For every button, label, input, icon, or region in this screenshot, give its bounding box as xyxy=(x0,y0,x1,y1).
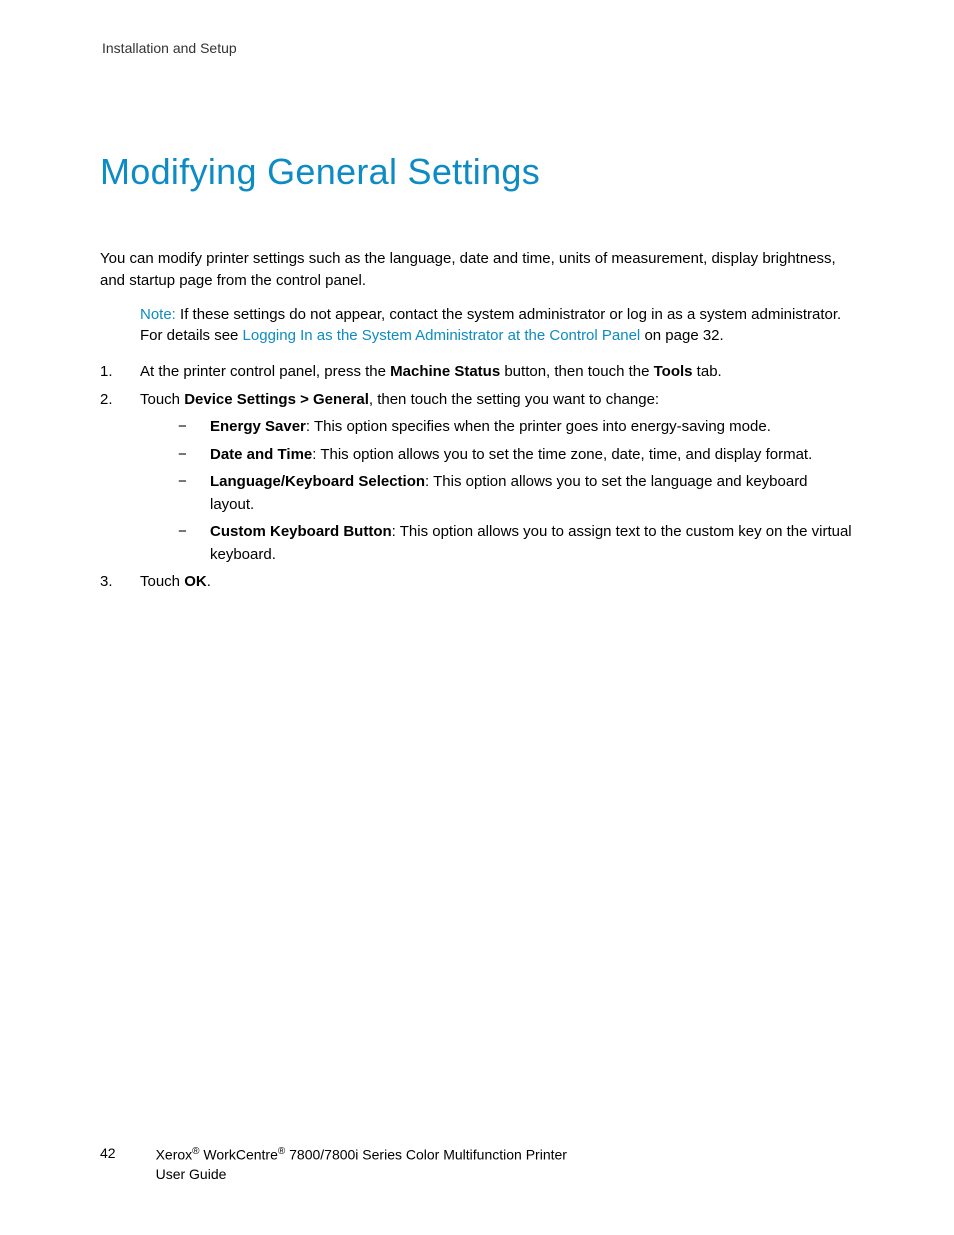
sub-marker: − xyxy=(178,444,187,467)
step-1-text-after: tab. xyxy=(693,363,722,380)
note-label: Note: xyxy=(140,306,176,323)
sub-a-bold: Energy Saver xyxy=(210,418,306,435)
sub-a-text: : This option specifies when the printer… xyxy=(306,418,771,435)
sub-b-bold: Date and Time xyxy=(210,446,312,463)
header-section-title: Installation and Setup xyxy=(102,40,854,56)
step-1-marker: 1. xyxy=(100,361,113,384)
footer-guide: User Guide xyxy=(156,1166,227,1182)
step-3-marker: 3. xyxy=(100,571,113,594)
sub-c-bold: Language/Keyboard Selection xyxy=(210,473,425,490)
sub-marker: − xyxy=(178,416,187,439)
step-3: 3. Touch OK. xyxy=(100,571,854,594)
step-1-text-before: At the printer control panel, press the xyxy=(140,363,390,380)
sub-custom-keyboard: − Custom Keyboard Button: This option al… xyxy=(178,521,854,566)
footer-model: 7800/7800i Series Color Multifunction Pr… xyxy=(285,1147,567,1163)
step-2-bold-1: Device Settings > General xyxy=(184,391,369,408)
note-link[interactable]: Logging In as the System Administrator a… xyxy=(243,327,641,344)
step-2-text-after: , then touch the setting you want to cha… xyxy=(369,391,659,408)
page-number: 42 xyxy=(100,1145,116,1161)
step-2-text-before: Touch xyxy=(140,391,184,408)
note-text-after: on page 32. xyxy=(640,327,723,344)
sub-b-text: : This option allows you to set the time… xyxy=(312,446,812,463)
step-3-bold-1: OK xyxy=(184,573,207,590)
step-1-text-mid: button, then touch the xyxy=(500,363,653,380)
footer-brand-2: WorkCentre xyxy=(200,1147,278,1163)
steps-list: 1. At the printer control panel, press t… xyxy=(100,361,854,594)
page-title: Modifying General Settings xyxy=(100,151,854,193)
sub-marker: − xyxy=(178,471,187,494)
step-3-text-before: Touch xyxy=(140,573,184,590)
page-footer: 42 Xerox® WorkCentre® 7800/7800i Series … xyxy=(100,1145,567,1185)
sub-energy-saver: − Energy Saver: This option specifies wh… xyxy=(178,416,854,439)
footer-text: Xerox® WorkCentre® 7800/7800i Series Col… xyxy=(156,1145,567,1185)
reg-mark-1: ® xyxy=(192,1146,199,1157)
intro-paragraph: You can modify printer settings such as … xyxy=(100,248,854,292)
sub-language: − Language/Keyboard Selection: This opti… xyxy=(178,471,854,516)
sub-options-list: − Energy Saver: This option specifies wh… xyxy=(178,416,854,566)
step-2-marker: 2. xyxy=(100,389,113,412)
note-block: Note: If these settings do not appear, c… xyxy=(140,304,854,348)
sub-marker: − xyxy=(178,521,187,544)
step-1: 1. At the printer control panel, press t… xyxy=(100,361,854,384)
footer-brand-1: Xerox xyxy=(156,1147,193,1163)
step-3-text-after: . xyxy=(207,573,211,590)
sub-d-bold: Custom Keyboard Button xyxy=(210,523,392,540)
step-1-bold-2: Tools xyxy=(654,363,693,380)
step-1-bold-1: Machine Status xyxy=(390,363,500,380)
step-2: 2. Touch Device Settings > General, then… xyxy=(100,389,854,567)
sub-date-time: − Date and Time: This option allows you … xyxy=(178,444,854,467)
